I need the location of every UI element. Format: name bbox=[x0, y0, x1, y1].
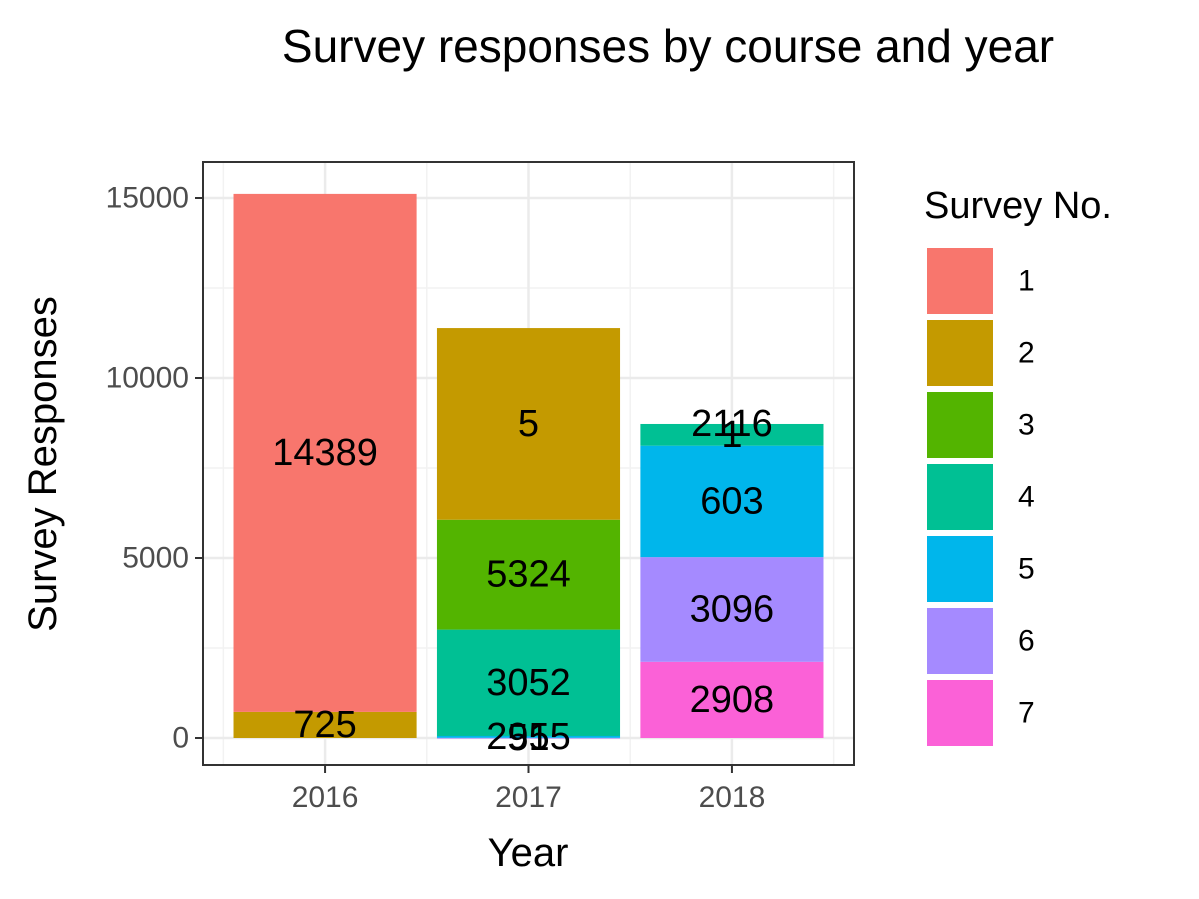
bar-value-label: 2908 bbox=[690, 679, 775, 721]
x-tick-label: 2017 bbox=[495, 781, 562, 814]
y-tick-label: 0 bbox=[172, 722, 189, 755]
legend-label: 4 bbox=[1018, 481, 1035, 514]
bar-value-label: 725 bbox=[293, 704, 356, 746]
legend-key-7 bbox=[927, 680, 993, 746]
y-tick-label: 5000 bbox=[122, 542, 189, 575]
legend-label: 2 bbox=[1018, 337, 1035, 370]
bar-value-label: 2116 bbox=[691, 403, 773, 445]
y-axis-title: Survey Responses bbox=[21, 296, 65, 632]
bar-2016-survey-2 bbox=[233, 711, 417, 738]
legend-label: 1 bbox=[1018, 265, 1035, 298]
legend: Survey No. 1 2 3 4 5 6 7 bbox=[924, 185, 1112, 746]
bar-2018-survey-5 bbox=[640, 445, 824, 558]
bar-2016-survey-1 bbox=[233, 193, 417, 712]
bar-value-label: 5324 bbox=[486, 554, 571, 596]
bar-2017-survey-4 bbox=[436, 629, 621, 736]
bar-value-label: 603 bbox=[700, 480, 763, 522]
legend-label: 5 bbox=[1018, 553, 1035, 586]
y-axis: 0 5000 10000 15000 bbox=[106, 182, 203, 755]
bars bbox=[233, 193, 824, 739]
bar-2017-survey-6 bbox=[436, 737, 621, 739]
y-tick-label: 15000 bbox=[106, 182, 189, 215]
bar-value-label: 5 bbox=[518, 403, 539, 445]
bar-2018-survey-6 bbox=[640, 557, 824, 662]
x-axis: 2016 2017 2018 bbox=[292, 765, 766, 814]
bar-2018-survey-7 bbox=[640, 661, 824, 738]
bar-value-label: 3052 bbox=[486, 662, 571, 704]
legend-label: 3 bbox=[1018, 409, 1035, 442]
legend-key-6 bbox=[927, 608, 993, 674]
legend-key-2 bbox=[927, 320, 993, 386]
chart-title: Survey responses by course and year bbox=[282, 20, 1054, 72]
x-tick-label: 2016 bbox=[292, 781, 359, 814]
bar-2017-survey-3 bbox=[436, 519, 621, 630]
legend-label: 7 bbox=[1018, 697, 1035, 730]
y-tick-label: 10000 bbox=[106, 362, 189, 395]
bar-value-label: 2955 bbox=[486, 716, 571, 758]
bar-2017-survey-2 bbox=[436, 328, 621, 520]
legend-key-4 bbox=[927, 464, 993, 530]
legend-title: Survey No. bbox=[924, 185, 1112, 227]
x-axis-title: Year bbox=[488, 831, 569, 875]
bar-value-label: 1 bbox=[721, 414, 742, 456]
bar-2017-survey-5 bbox=[436, 735, 621, 738]
bar-value-label: 3096 bbox=[690, 588, 775, 630]
x-tick-label: 2018 bbox=[699, 781, 766, 814]
legend-key-3 bbox=[927, 392, 993, 458]
legend-label: 6 bbox=[1018, 625, 1035, 658]
bar-value-label: 14389 bbox=[272, 432, 378, 474]
legend-key-1 bbox=[927, 248, 993, 314]
legend-key-5 bbox=[927, 536, 993, 602]
bar-value-label: 51 bbox=[507, 717, 549, 759]
bar-2018-survey-4 bbox=[640, 423, 824, 446]
legend-items: 1 2 3 4 5 6 7 bbox=[927, 248, 1035, 746]
